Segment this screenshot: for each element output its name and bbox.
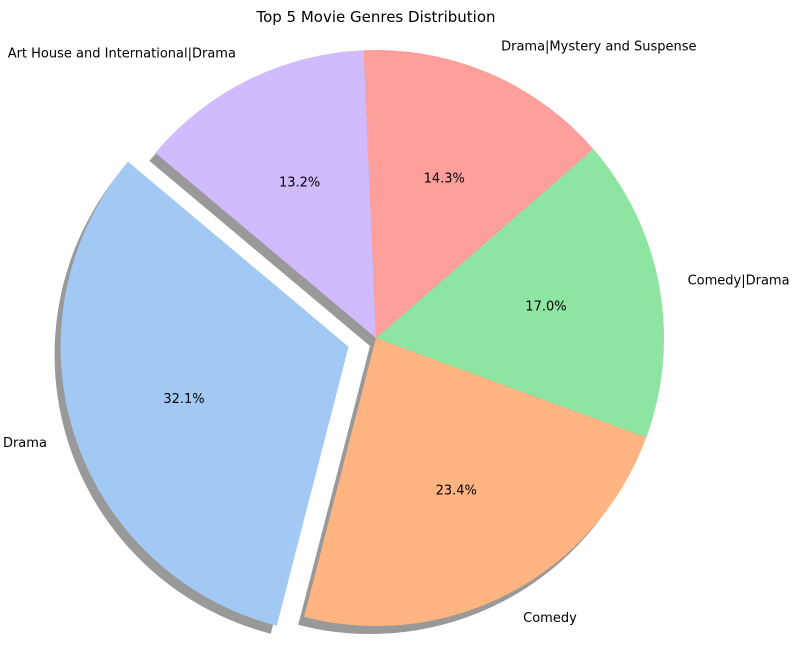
slice-drama-mystery-and-suspense <box>363 49 594 338</box>
percent-label-drama: 32.1% <box>163 392 204 407</box>
slice-label-art-house-and-international-drama: Art House and International|Drama <box>8 46 236 61</box>
slice-label-drama: Drama <box>3 436 47 451</box>
slice-label-comedy: Comedy <box>523 611 577 626</box>
slices <box>60 49 665 626</box>
slice-label-comedy-drama: Comedy|Drama <box>688 273 790 288</box>
slice-labels: Drama Comedy Comedy|Drama Drama|Mystery and… <box>3 39 790 626</box>
slice-drama <box>60 161 349 626</box>
percent-label-drama-mystery-and-suspense: 14.3% <box>424 172 465 187</box>
percent-labels: 32.1% 23.4% 17.0% 14.3% 13.2% <box>163 172 566 499</box>
slice-comedy-drama <box>376 149 665 438</box>
slice-art-house-and-international-drama <box>155 50 376 338</box>
percent-label-art-house-and-international-drama: 13.2% <box>279 176 320 191</box>
slice-label-drama-mystery-and-suspense: Drama|Mystery and Suspense <box>501 39 696 54</box>
slice-comedy <box>304 338 647 626</box>
percent-label-comedy-drama: 17.0% <box>525 299 566 314</box>
percent-label-comedy: 23.4% <box>436 484 477 499</box>
chart-title: Top 5 Movie Genres Distribution <box>255 8 495 26</box>
